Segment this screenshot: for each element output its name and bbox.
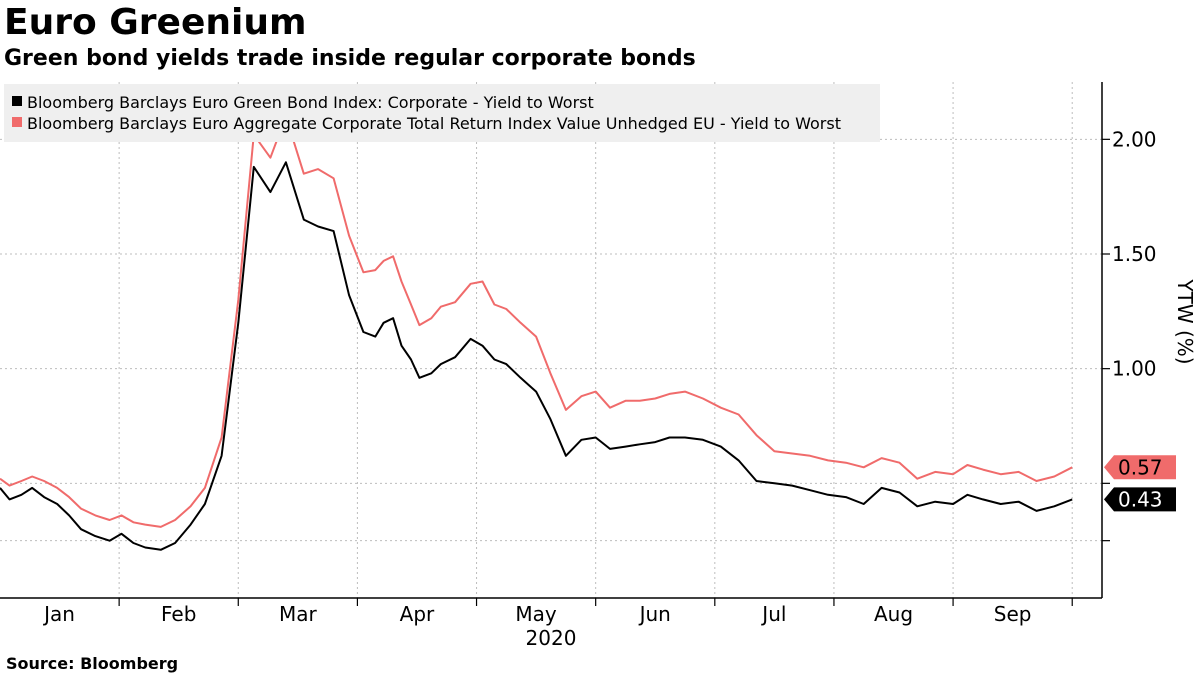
x-tick-label-month: Jun bbox=[638, 602, 671, 626]
series-line-green-index bbox=[0, 161, 1073, 551]
badge-value: 0.43 bbox=[1118, 487, 1163, 511]
axes bbox=[0, 82, 1103, 599]
legend-label-aggregate-index: Bloomberg Barclays Euro Aggregate Corpor… bbox=[27, 114, 841, 133]
badge-shape bbox=[1104, 487, 1176, 512]
badge-value: 0.57 bbox=[1118, 455, 1163, 479]
last-value-badges: 0.57 0.43 bbox=[1104, 455, 1176, 512]
x-tick-label-month: Aug bbox=[874, 602, 913, 626]
legend-label-green-index: Bloomberg Barclays Euro Green Bond Index… bbox=[27, 93, 594, 112]
last-value-badge-green: 0.43 bbox=[1104, 487, 1176, 512]
last-value-badge-aggregate: 0.57 bbox=[1104, 455, 1176, 480]
legend-background bbox=[4, 84, 880, 142]
chart-subtitle: Green bond yields trade inside regular c… bbox=[4, 46, 696, 71]
legend-swatch-aggregate-index bbox=[12, 117, 22, 127]
x-axis-year-label: 2020 bbox=[526, 626, 577, 650]
badge-shape bbox=[1104, 455, 1176, 480]
y-axis-label: YTW (%) bbox=[1173, 278, 1197, 364]
y-tick-label: 2.00 bbox=[1112, 127, 1157, 151]
series-line-aggregate-index bbox=[0, 115, 1073, 528]
x-tick-label-month: Jul bbox=[760, 602, 786, 626]
chart-title: Euro Greenium bbox=[4, 2, 307, 43]
x-tick-label-month: Sep bbox=[994, 602, 1032, 626]
x-tick-label-month: May bbox=[515, 602, 557, 626]
x-tick-label-month: Jan bbox=[42, 602, 75, 626]
x-ticks: Jan Feb Mar Apr May Jun Jul Aug Sep bbox=[42, 598, 1073, 626]
y-tick-label: 1.00 bbox=[1112, 357, 1157, 381]
x-tick-label-month: Feb bbox=[161, 602, 196, 626]
legend-swatch-green-index bbox=[12, 96, 22, 106]
y-ticks: 1.00 1.50 2.00 bbox=[1102, 127, 1157, 542]
x-tick-label-month: Mar bbox=[279, 602, 318, 626]
grid-lines bbox=[0, 82, 1102, 598]
y-tick-label: 1.50 bbox=[1112, 242, 1157, 266]
legend: Bloomberg Barclays Euro Green Bond Index… bbox=[4, 84, 880, 142]
x-tick-label-month: Apr bbox=[400, 602, 435, 626]
source-note: Source: Bloomberg bbox=[6, 654, 179, 673]
series-layer bbox=[0, 115, 1073, 551]
